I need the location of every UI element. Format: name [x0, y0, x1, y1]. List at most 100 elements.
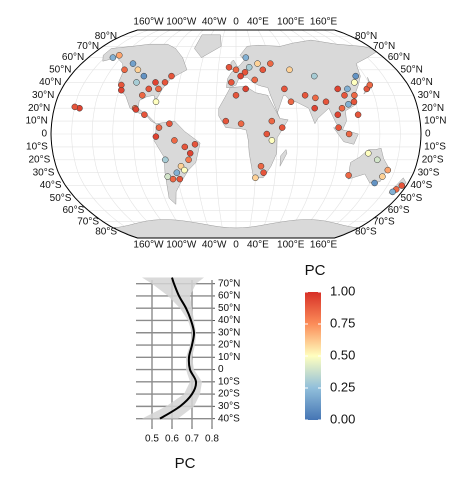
lat-label: 40°N [39, 77, 61, 88]
lon-label: 0 [233, 240, 239, 251]
site-point [351, 92, 358, 99]
site-point [176, 175, 184, 183]
site-point [334, 111, 342, 118]
lat-label: 40°S [410, 180, 432, 191]
colorbar-label: 0.50 [330, 347, 355, 362]
lat-label: 60°S [62, 205, 84, 216]
site-point [152, 79, 159, 86]
lon-label: 100°E [277, 240, 305, 251]
lon-label: 100°W [166, 240, 197, 251]
colorbar-label: 1.00 [330, 283, 355, 298]
lat-label: 70°S [77, 216, 99, 227]
site-point [268, 117, 276, 125]
site-point [286, 66, 293, 74]
site-point [371, 179, 378, 187]
x-tick-label: 0.5 [145, 434, 159, 445]
y-tick-label: 20°S [218, 389, 240, 400]
site-point [334, 85, 341, 93]
site-point [338, 104, 346, 112]
lon-label: 160°W [133, 17, 164, 28]
site-point [181, 166, 188, 174]
x-tick-label: 0.8 [205, 434, 219, 445]
lat-label: 50°N [49, 64, 71, 75]
site-point [222, 117, 230, 125]
y-tick-label: 40°S [218, 413, 240, 424]
lat-label: 50°S [50, 193, 72, 204]
y-tick-label: 70°N [218, 278, 240, 289]
site-point [118, 86, 125, 94]
site-point [312, 94, 319, 102]
site-point [352, 72, 359, 80]
site-point [260, 169, 267, 176]
lon-label: 40°W [202, 17, 227, 28]
land [332, 127, 359, 145]
site-point [152, 98, 160, 106]
site-point [384, 166, 392, 174]
lat-label: 20°N [422, 103, 444, 114]
lon-label: 0 [233, 17, 239, 28]
site-point [287, 98, 295, 106]
legend-title: PC [305, 262, 326, 279]
lon-label: 160°W [133, 240, 164, 251]
lat-label: 80°N [355, 31, 377, 42]
lat-label: 10°S [26, 142, 48, 153]
lat-label: 10°S [424, 142, 446, 153]
lat-label: 70°N [77, 41, 99, 52]
lon-label: 40°W [202, 240, 227, 251]
site-point [345, 130, 353, 138]
site-point [251, 76, 258, 84]
site-point [232, 92, 240, 99]
lon-label: 100°E [277, 17, 305, 28]
map-outline [50, 29, 422, 239]
site-point [141, 111, 148, 118]
lat-label: 80°S [355, 226, 377, 237]
site-point [181, 143, 189, 151]
site-point [139, 92, 146, 99]
site-point [152, 133, 160, 140]
y-tick-label: 50°N [218, 303, 240, 314]
lat-label: 0 [425, 129, 431, 140]
lat-label: 0 [41, 129, 47, 140]
site-point [129, 60, 137, 67]
colorbar: 1.00 0.75 0.50 0.25 0.00 [305, 283, 355, 426]
y-tick-label: 20°N [218, 340, 240, 351]
lon-label: 40°E [247, 17, 269, 28]
site-point [132, 106, 140, 113]
site-point [254, 60, 261, 67]
site-point [278, 124, 286, 131]
site-point [169, 175, 177, 183]
lat-label: 40°N [410, 77, 432, 88]
site-point [168, 72, 175, 80]
colorbar-label: 0.75 [330, 315, 355, 330]
colorbar-label: 0.00 [330, 411, 355, 426]
x-axis-label: PC [175, 455, 196, 472]
y-tick-label: 10°S [218, 376, 240, 387]
site-point [134, 66, 142, 74]
lon-label: 160°E [310, 240, 338, 251]
site-point [185, 156, 192, 164]
site-point [301, 92, 309, 99]
site-point [237, 120, 245, 127]
lat-label: 50°S [401, 193, 423, 204]
site-point [344, 85, 351, 93]
site-point [133, 79, 140, 86]
map: 160°W160°W100°W100°W40°W40°W0040°E40°E10… [26, 17, 447, 251]
land [194, 34, 222, 58]
site-point [322, 98, 330, 106]
lon-label: 100°W [166, 17, 197, 28]
lat-label: 40°S [40, 180, 62, 191]
site-point [267, 60, 274, 67]
lat-label: 20°S [28, 154, 50, 165]
site-point [140, 72, 148, 80]
lat-label: 60°S [388, 205, 410, 216]
lat-label: 10°N [26, 116, 48, 127]
site-point [398, 182, 406, 189]
lat-label: 30°S [33, 167, 55, 178]
site-point [341, 92, 348, 99]
site-point [311, 72, 318, 80]
lat-label: 70°S [373, 216, 395, 227]
colorbar-fill [305, 292, 321, 420]
site-point [245, 64, 253, 71]
